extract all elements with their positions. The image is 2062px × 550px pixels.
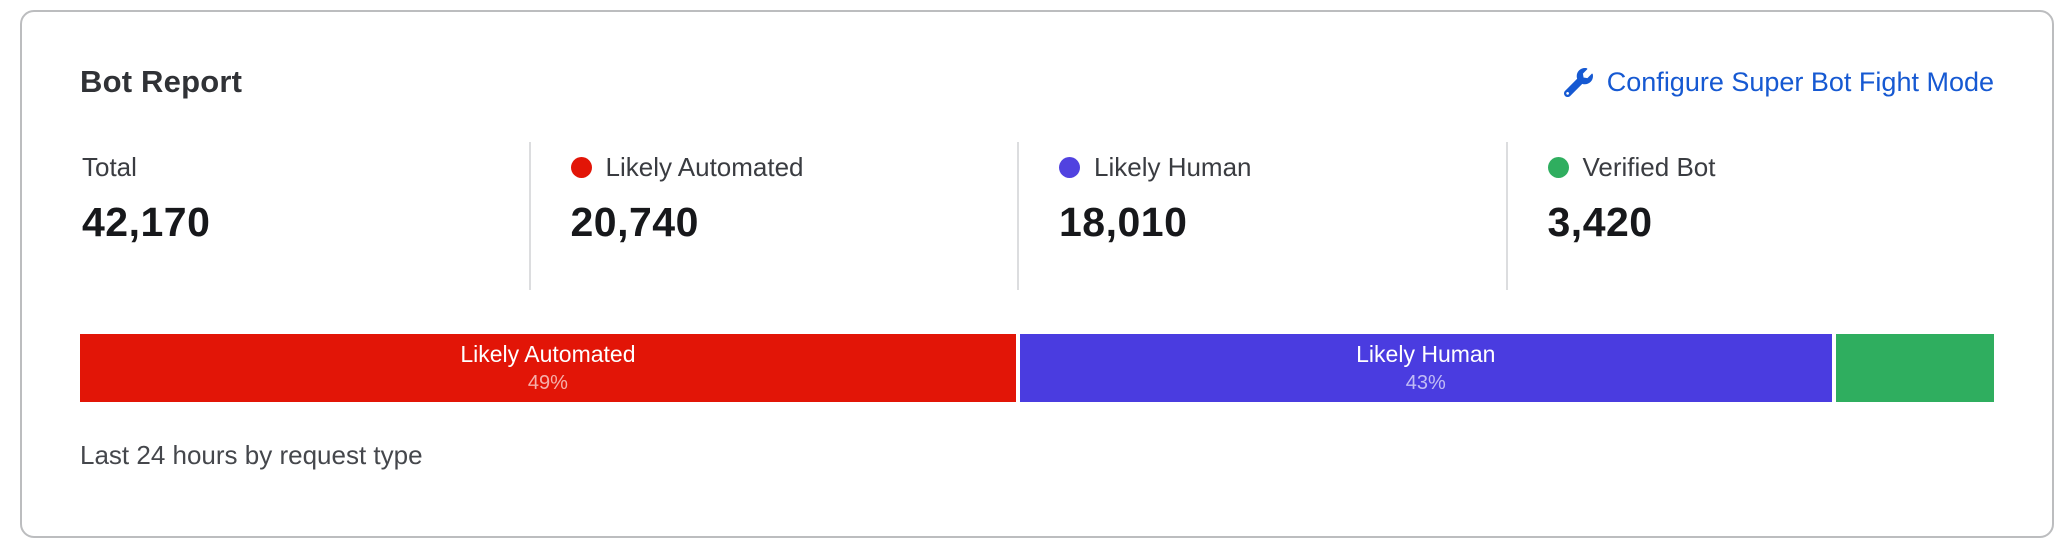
configure-super-bot-fight-mode-link[interactable]: Configure Super Bot Fight Mode xyxy=(1563,66,1994,98)
stat-total-label: Total xyxy=(82,152,137,182)
stat-verified-bot-label: Verified Bot xyxy=(1582,152,1716,182)
stat-verified-bot-value: 3,420 xyxy=(1547,199,1653,245)
stat-likely-automated-label: Likely Automated xyxy=(605,152,804,182)
bot-report-card: Bot Report Configure Super Bot Fight Mod… xyxy=(20,10,2054,538)
stacked-bar-chart: Likely Automated 49% Likely Human 43% xyxy=(80,334,1994,402)
bar-segment-percent: 43% xyxy=(1405,371,1446,394)
stats-row: Total 42,170 Likely Automated 20,740 Lik… xyxy=(80,142,1994,290)
bar-segment-likely-automated: Likely Automated 49% xyxy=(80,334,1016,402)
stat-total-value: 42,170 xyxy=(82,199,211,245)
stat-total: Total 42,170 xyxy=(80,142,529,290)
bar-segment-verified-bot xyxy=(1835,334,1994,402)
card-header: Bot Report Configure Super Bot Fight Mod… xyxy=(80,64,1994,100)
configure-link-label: Configure Super Bot Fight Mode xyxy=(1606,66,1994,97)
bar-segment-label: Likely Automated xyxy=(460,341,636,368)
bar-segment-likely-human: Likely Human 43% xyxy=(1019,334,1832,402)
stat-likely-automated-value: 20,740 xyxy=(570,199,699,245)
bar-segment-percent: 49% xyxy=(527,371,568,394)
verified-bot-dot-icon xyxy=(1547,157,1569,178)
stat-verified-bot: Verified Bot 3,420 xyxy=(1505,142,1995,290)
stat-likely-human-value: 18,010 xyxy=(1059,199,1188,245)
likely-automated-dot-icon xyxy=(570,157,592,178)
wrench-icon xyxy=(1563,67,1593,97)
stat-likely-automated: Likely Automated 20,740 xyxy=(528,142,1018,290)
stat-likely-human-label: Likely Human xyxy=(1094,152,1252,182)
bar-segment-label: Likely Human xyxy=(1356,341,1496,368)
footer-caption: Last 24 hours by request type xyxy=(80,440,423,470)
stat-likely-human: Likely Human 18,010 xyxy=(1017,142,1506,290)
page-title: Bot Report xyxy=(80,64,243,99)
likely-human-dot-icon xyxy=(1059,157,1080,178)
